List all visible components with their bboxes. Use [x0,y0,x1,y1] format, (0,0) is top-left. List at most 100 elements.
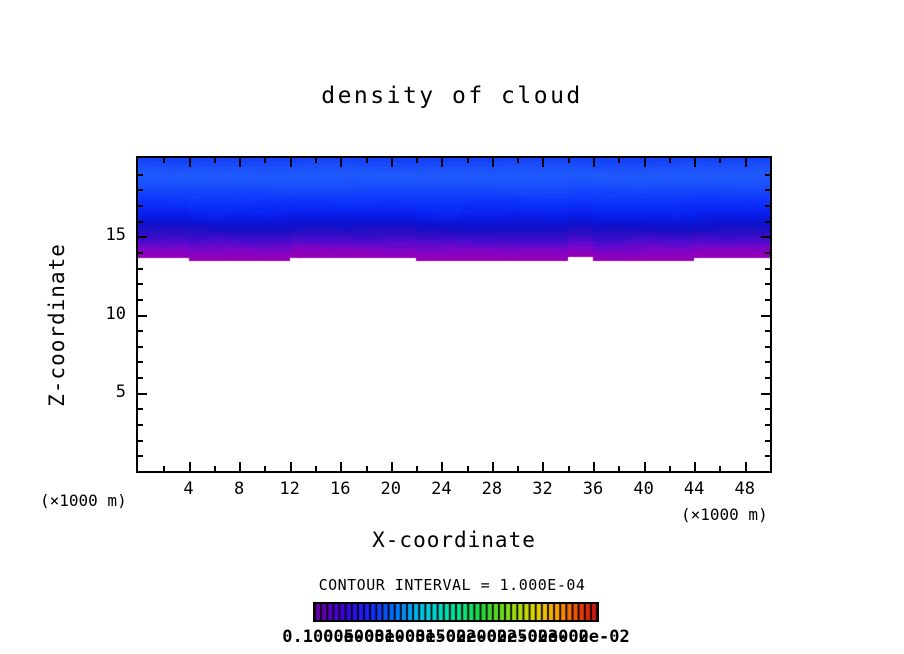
y-tick [138,283,143,286]
x-tick [694,462,697,471]
colorbar-tick-labels: 0.1000e-03 0.5000e-03 0.1000e-02 0.1500e-02… [0,627,904,649]
x-tick-label: 40 [633,479,654,499]
y-tick [761,392,770,395]
y-tick [138,361,143,364]
x-tick [466,466,469,471]
y-tick [138,204,143,207]
contour-field [138,158,770,471]
x-tick-label: 44 [683,479,705,499]
x-tick [668,466,671,471]
x-tick [643,158,646,167]
colorbar-tick-label: 0.1500e-02 [404,627,508,647]
y-tick [765,267,770,270]
y-tick [138,314,147,317]
x-tick [289,462,292,471]
y-tick [138,298,143,301]
x-tick [264,158,267,163]
x-tick-label: 16 [329,479,351,499]
y-tick [138,455,143,458]
y-tick [765,173,770,176]
x-tick-label: 48 [734,479,755,499]
x-tick-label: 20 [380,479,402,499]
x-tick-label: 24 [431,479,452,499]
x-tick-label: 36 [582,479,604,499]
colorbar-tick-label: 0.5000e-03 [323,627,426,647]
y-tick [765,408,770,411]
y-tick [138,173,143,176]
x-tick [416,466,419,471]
x-tick [517,466,520,471]
x-tick [719,466,722,471]
x-tick [264,466,267,471]
y-tick [765,189,770,192]
colorbar-tick-label: 0.2500e-02 [486,627,589,647]
colorbar-tick-label: 0.2000e-02 [445,627,549,647]
x-tick [567,158,570,163]
y-tick [138,267,143,270]
y-tick [138,330,143,333]
y-tick-label: 10 [105,303,126,324]
x-tick [618,466,621,471]
x-tick [314,466,317,471]
page-title: density of cloud [321,83,583,109]
x-tick [239,462,242,471]
colorbar-tick-label: 0.3000e-02 [527,627,630,647]
x-tick [593,158,596,167]
y-tick [765,298,770,301]
x-axis-title: X-coordinate [372,528,536,552]
x-tick [213,158,216,163]
x-tick [491,462,494,471]
y-tick [138,189,143,192]
x-tick [744,462,747,471]
x-unit-left-label: (×1000 m) [40,491,127,510]
y-tick [765,220,770,223]
y-tick [765,361,770,364]
x-tick [694,158,697,167]
x-tick-label: 28 [481,479,503,499]
x-tick [416,158,419,163]
x-tick [542,158,545,167]
x-tick [466,158,469,163]
x-tick [517,158,520,163]
y-tick [138,345,143,348]
x-tick-label: 12 [279,479,300,499]
x-tick [239,158,242,167]
x-tick [390,462,393,471]
x-tick [340,462,343,471]
y-tick [138,408,143,411]
y-tick [765,251,770,254]
y-tick [138,377,143,380]
y-tick [765,345,770,348]
x-tick [618,158,621,163]
colorbar-tick-label: 0.1000e-02 [363,627,467,647]
y-tick [138,439,143,442]
x-tick [390,158,393,167]
x-tick [365,158,368,163]
x-tick [542,462,545,471]
x-tick [441,462,444,471]
x-tick [441,158,444,167]
x-tick [744,158,747,167]
y-tick [138,236,147,239]
x-tick [289,158,292,167]
y-tick [138,424,143,427]
y-tick [765,424,770,427]
x-tick-label: 4 [183,479,194,499]
y-tick [138,220,143,223]
x-tick [213,466,216,471]
y-tick [765,455,770,458]
x-tick-label: 32 [532,479,553,499]
y-axis-title: Z-coordinate [45,243,69,407]
x-tick [188,462,191,471]
contour-interval-label: CONTOUR INTERVAL = 1.000E-04 [318,576,586,594]
y-tick [765,439,770,442]
y-tick [765,330,770,333]
x-tick [567,466,570,471]
x-tick [365,466,368,471]
y-tick [765,204,770,207]
y-tick [765,377,770,380]
x-tick [163,158,166,163]
colorbar [313,602,599,622]
y-tick [138,392,147,395]
x-tick [491,158,494,167]
